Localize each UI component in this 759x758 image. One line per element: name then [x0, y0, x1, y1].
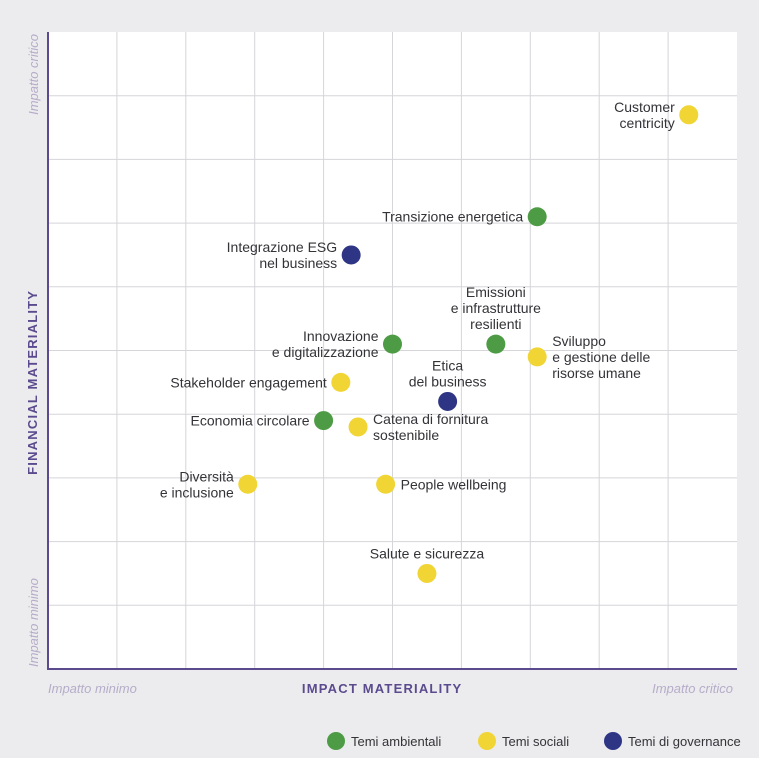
- data-point-label: Economia circolare: [191, 413, 310, 429]
- legend-marker: [604, 732, 622, 750]
- x-axis-title: IMPACT MATERIALITY: [302, 681, 463, 696]
- data-point-label: Innovazione e digitalizzazione: [272, 328, 379, 360]
- data-point-label: Customer centricity: [614, 99, 675, 131]
- data-point: [383, 334, 402, 354]
- x-axis-min-label: Impatto minimo: [48, 681, 137, 696]
- data-point-label: Etica del business: [409, 357, 487, 389]
- legend-entry-label: Temi di governance: [628, 734, 741, 749]
- data-point: [438, 391, 458, 411]
- data-point-label: Salute e sicurezza: [370, 545, 485, 561]
- data-point: [341, 245, 361, 265]
- data-point: [348, 417, 368, 437]
- x-axis-max-label: Impatto critico: [652, 681, 733, 696]
- data-point: [376, 474, 396, 494]
- data-point-label: Transizione energetica: [382, 209, 523, 225]
- data-point: [679, 105, 699, 125]
- data-points: Transizione energetica Innovazione e digit…: [160, 99, 699, 583]
- y-axis-min-label: Impatto minimo: [26, 578, 41, 667]
- data-point: [527, 347, 547, 367]
- data-point: [486, 334, 506, 354]
- y-axis-max-label: Impatto critico: [26, 34, 41, 115]
- data-point-label: Sviluppo e gestione delle risorse umane: [552, 333, 650, 381]
- legend-entry-label: Temi sociali: [502, 734, 569, 749]
- legend-marker: [478, 732, 496, 750]
- legend-marker: [327, 732, 345, 750]
- data-point-label: Catena di fornitura sostenibile: [373, 411, 488, 443]
- data-point: [331, 372, 351, 392]
- data-point-label: Diversità e inclusione: [160, 468, 234, 500]
- data-point-label: Stakeholder engagement: [170, 374, 327, 390]
- data-point-label: Emissioni e infrastrutture resilienti: [451, 284, 541, 332]
- data-point: [417, 563, 437, 583]
- legend-background: [0, 720, 759, 758]
- data-point: [527, 207, 547, 227]
- legend-entry-label: Temi ambientali: [351, 734, 441, 749]
- data-point: [314, 411, 334, 431]
- legend: Temi ambientali Temi sociali Temi di gover…: [327, 732, 741, 750]
- y-axis-title: FINANCIAL MATERIALITY: [25, 290, 40, 475]
- data-point-label: Integrazione ESG nel business: [227, 239, 338, 271]
- data-point: [238, 474, 258, 494]
- data-point-label: People wellbeing: [401, 476, 507, 492]
- axes: [47, 32, 737, 670]
